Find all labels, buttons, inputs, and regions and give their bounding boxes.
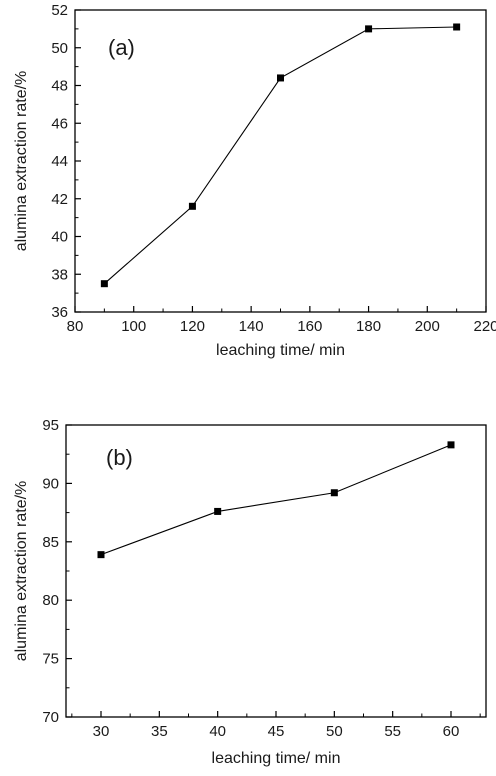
- panel-b: 30 35 40 45 50 55 60 70 75 80 85 90 95 leaching time/…: [13, 417, 487, 767]
- panel-a-x-tick-label: 100: [121, 318, 146, 335]
- panel-b-data-point: [97, 551, 105, 559]
- panel-a-data-point: [188, 202, 196, 210]
- panel-a-x-tick-label: 80: [67, 318, 84, 335]
- panel-a-y-tick-label: 40: [51, 229, 68, 246]
- panel-a-plot-frame: [74, 9, 487, 313]
- panel-a-y-tick-label: 44: [51, 153, 68, 170]
- panel-b-data-point: [330, 489, 338, 497]
- panel-a-data-point: [277, 74, 284, 82]
- panel-a-y-tick-label: 38: [51, 266, 68, 283]
- panel-b-x-tick-label: 40: [209, 723, 226, 740]
- panel-b-y-tick-label: 95: [42, 417, 59, 434]
- panel-a-y-tick-label: 46: [51, 115, 68, 132]
- panel-b-x-tick-label: 60: [443, 723, 460, 740]
- panel-a-x-axis-title: leaching time/ min: [216, 342, 345, 359]
- panel-b-x-tick-label: 30: [93, 723, 110, 740]
- panel-a-x-tick-label: 160: [297, 318, 322, 335]
- panel-a-data-point: [365, 25, 373, 33]
- panel-b-series-line: [100, 444, 452, 556]
- panel-b-y-tick-label: 85: [42, 534, 59, 551]
- panel-b-y-tick-label: 80: [42, 592, 59, 609]
- panel-b-x-axis-title: leaching time/ min: [212, 750, 341, 767]
- panel-a-y-tick-label: 42: [51, 191, 68, 208]
- panel-a-y-axis-title: alumina extraction rate/%: [13, 71, 30, 252]
- panel-b-x-tick-label: 50: [326, 723, 343, 740]
- panel-a-x-tick-label: 120: [180, 318, 205, 335]
- panel-b-y-tick-label: 75: [42, 651, 59, 668]
- panel-b-panel-label: (b): [106, 445, 133, 470]
- panel-a-y-tick-label: 36: [51, 304, 68, 321]
- panel-a-data-point: [100, 280, 108, 288]
- panel-a-x-tick-label: 180: [356, 318, 381, 335]
- panel-a-y-tick-label: 52: [51, 2, 68, 19]
- panel-b-y-tick-label: 90: [42, 475, 59, 492]
- panel-a-x-tick-label: 200: [415, 318, 440, 335]
- panel-a-data-point: [453, 23, 461, 31]
- panel-b-x-tick-label: 45: [268, 723, 285, 740]
- panel-b-x-tick-label: 35: [151, 723, 168, 740]
- panel-a-y-tick-label: 50: [51, 40, 68, 57]
- panel-b-data-point: [214, 507, 222, 515]
- panel-a-series-line: [103, 26, 457, 285]
- panel-b-y-tick-label: 70: [42, 709, 59, 726]
- panel-a-x-tick-label: 140: [239, 318, 264, 335]
- panel-b-data-point: [447, 441, 455, 449]
- panel-a-y-tick-label: 48: [51, 78, 68, 95]
- panel-a-x-tick-label: 220: [473, 318, 496, 335]
- panel-a-panel-label: (a): [108, 35, 135, 60]
- panel-b-y-axis-title: alumina extraction rate/%: [13, 481, 30, 662]
- panel-b-x-tick-label: 55: [384, 723, 401, 740]
- panel-a: 80 100 120 140 160 180 200 220 36 38 40 42 44 46 48 50 5…: [13, 2, 496, 359]
